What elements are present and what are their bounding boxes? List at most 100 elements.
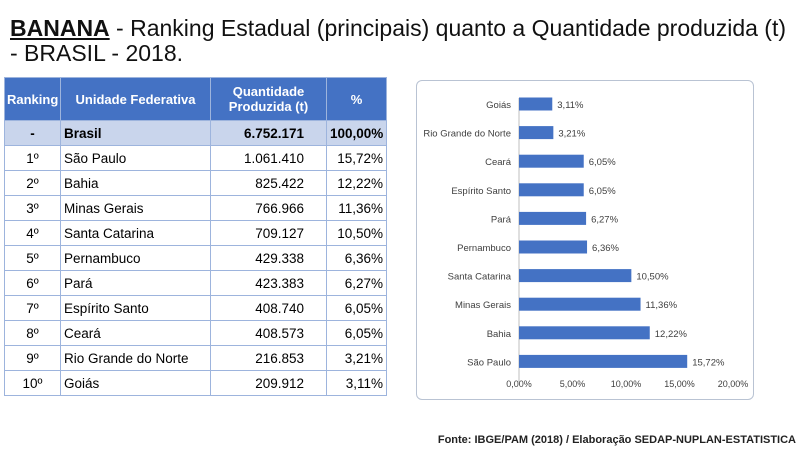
data-label: 6,36% bbox=[592, 243, 619, 254]
bar bbox=[519, 297, 641, 311]
cell-pct: 6,05% bbox=[326, 295, 387, 321]
x-tick-label: 15,00% bbox=[664, 379, 695, 389]
cell-pct: 11,36% bbox=[326, 195, 387, 221]
cell-uf: Pará bbox=[60, 270, 211, 296]
cell-rank: 2º bbox=[4, 170, 61, 196]
table-row-total: - Brasil 6.752.171 100,00% bbox=[4, 120, 387, 146]
cell-rank: 1º bbox=[4, 145, 61, 171]
category-label: Pará bbox=[491, 214, 512, 225]
cell-pct: 15,72% bbox=[326, 145, 387, 171]
header-ranking: Ranking bbox=[4, 77, 61, 121]
data-label: 15,72% bbox=[692, 357, 725, 368]
x-tick-label: 0,00% bbox=[506, 379, 532, 389]
cell-uf: Rio Grande do Norte bbox=[60, 345, 211, 371]
source-note: Fonte: IBGE/PAM (2018) / Elaboração SEDA… bbox=[437, 434, 796, 446]
category-label: Espírito Santo bbox=[451, 186, 511, 197]
data-label: 3,21% bbox=[558, 129, 585, 140]
data-label: 6,05% bbox=[589, 186, 616, 197]
table-header-row: Ranking Unidade Federativa Quantidade Pr… bbox=[4, 77, 387, 121]
bar bbox=[519, 211, 587, 225]
x-tick-label: 5,00% bbox=[560, 379, 586, 389]
cell-uf: Bahia bbox=[60, 170, 211, 196]
cell-rank: 3º bbox=[4, 195, 61, 221]
table-row: 4º Santa Catarina 709.127 10,50% bbox=[4, 220, 387, 246]
bar-chart: Goiás 3,11% Rio Grande do Norte 3,21% Ceará 6… bbox=[423, 97, 749, 389]
bar bbox=[519, 269, 632, 283]
cell-uf: Goiás bbox=[60, 370, 211, 396]
cell-rank: 5º bbox=[4, 245, 61, 271]
cell-qtd: 825.422 bbox=[210, 170, 327, 196]
header-uf: Unidade Federativa bbox=[60, 77, 211, 121]
cell-qtd: 1.061.410 bbox=[210, 145, 327, 171]
cell-qtd: 216.853 bbox=[210, 345, 327, 371]
title-text: - Ranking Estadual (principais) quanto a… bbox=[10, 15, 787, 66]
cell-qtd: 408.740 bbox=[210, 295, 327, 321]
x-tick-label: 20,00% bbox=[718, 379, 749, 389]
table-row: 8º Ceará 408.573 6,05% bbox=[4, 320, 387, 346]
data-label: 10,50% bbox=[636, 272, 669, 283]
cell-qtd: 766.966 bbox=[210, 195, 327, 221]
category-label: Ceará bbox=[485, 157, 512, 168]
category-label: Santa Catarina bbox=[448, 272, 512, 283]
category-label: Rio Grande do Norte bbox=[423, 129, 511, 140]
cell-rank: 8º bbox=[4, 320, 61, 346]
table-row: 9º Rio Grande do Norte 216.853 3,21% bbox=[4, 345, 387, 371]
cell-pct: 12,22% bbox=[326, 170, 387, 196]
cell-rank: 10º bbox=[4, 370, 61, 396]
bar bbox=[519, 354, 688, 368]
cell-rank: 9º bbox=[4, 345, 61, 371]
ranking-table: Ranking Unidade Federativa Quantidade Pr… bbox=[4, 77, 387, 396]
data-label: 6,27% bbox=[591, 214, 618, 225]
cell-pct: 6,05% bbox=[326, 320, 387, 346]
cell-qtd: 429.338 bbox=[210, 245, 327, 271]
cell-uf: Pernambuco bbox=[60, 245, 211, 271]
bar bbox=[519, 183, 584, 197]
data-label: 11,36% bbox=[646, 300, 678, 311]
cell-rank: 7º bbox=[4, 295, 61, 321]
table-row: 5º Pernambuco 429.338 6,36% bbox=[4, 245, 387, 271]
cell-uf: Espírito Santo bbox=[60, 295, 211, 321]
cell-qtd: 709.127 bbox=[210, 220, 327, 246]
bar bbox=[519, 326, 650, 340]
cell-uf: São Paulo bbox=[60, 145, 211, 171]
bar bbox=[519, 240, 588, 254]
bar bbox=[519, 126, 554, 140]
category-label: Goiás bbox=[486, 100, 511, 111]
data-label: 12,22% bbox=[655, 329, 688, 340]
table-row: 1º São Paulo 1.061.410 15,72% bbox=[4, 145, 387, 171]
cell-pct: 100,00% bbox=[326, 120, 387, 146]
category-label: São Paulo bbox=[467, 357, 511, 368]
header-quantidade: Quantidade Produzida (t) bbox=[210, 77, 327, 121]
cell-rank: 4º bbox=[4, 220, 61, 246]
page-title: BANANA - Ranking Estadual (principais) q… bbox=[10, 16, 790, 66]
cell-pct: 6,27% bbox=[326, 270, 387, 296]
cell-pct: 10,50% bbox=[326, 220, 387, 246]
cell-qtd: 423.383 bbox=[210, 270, 327, 296]
cell-qtd: 209.912 bbox=[210, 370, 327, 396]
cell-uf: Ceará bbox=[60, 320, 211, 346]
table-row: 7º Espírito Santo 408.740 6,05% bbox=[4, 295, 387, 321]
cell-uf: Santa Catarina bbox=[60, 220, 211, 246]
cell-rank: 6º bbox=[4, 270, 61, 296]
cell-uf: Brasil bbox=[60, 120, 211, 146]
bar bbox=[519, 97, 553, 111]
data-label: 3,11% bbox=[557, 100, 584, 111]
table-row: 6º Pará 423.383 6,27% bbox=[4, 270, 387, 296]
x-tick-label: 10,00% bbox=[611, 379, 642, 389]
category-label: Minas Gerais bbox=[455, 300, 511, 311]
bar bbox=[519, 154, 584, 168]
cell-qtd: 408.573 bbox=[210, 320, 327, 346]
cell-pct: 3,11% bbox=[326, 370, 387, 396]
header-percent: % bbox=[326, 77, 387, 121]
cell-rank: - bbox=[4, 120, 61, 146]
cell-uf: Minas Gerais bbox=[60, 195, 211, 221]
cell-pct: 3,21% bbox=[326, 345, 387, 371]
cell-pct: 6,36% bbox=[326, 245, 387, 271]
cell-qtd: 6.752.171 bbox=[210, 120, 327, 146]
table-row: 10º Goiás 209.912 3,11% bbox=[4, 370, 387, 396]
category-label: Pernambuco bbox=[457, 243, 511, 254]
title-fruit: BANANA bbox=[10, 15, 110, 41]
chart-panel: Goiás 3,11% Rio Grande do Norte 3,21% Ceará 6… bbox=[416, 80, 754, 400]
data-label: 6,05% bbox=[589, 157, 616, 168]
table-row: 3º Minas Gerais 766.966 11,36% bbox=[4, 195, 387, 221]
